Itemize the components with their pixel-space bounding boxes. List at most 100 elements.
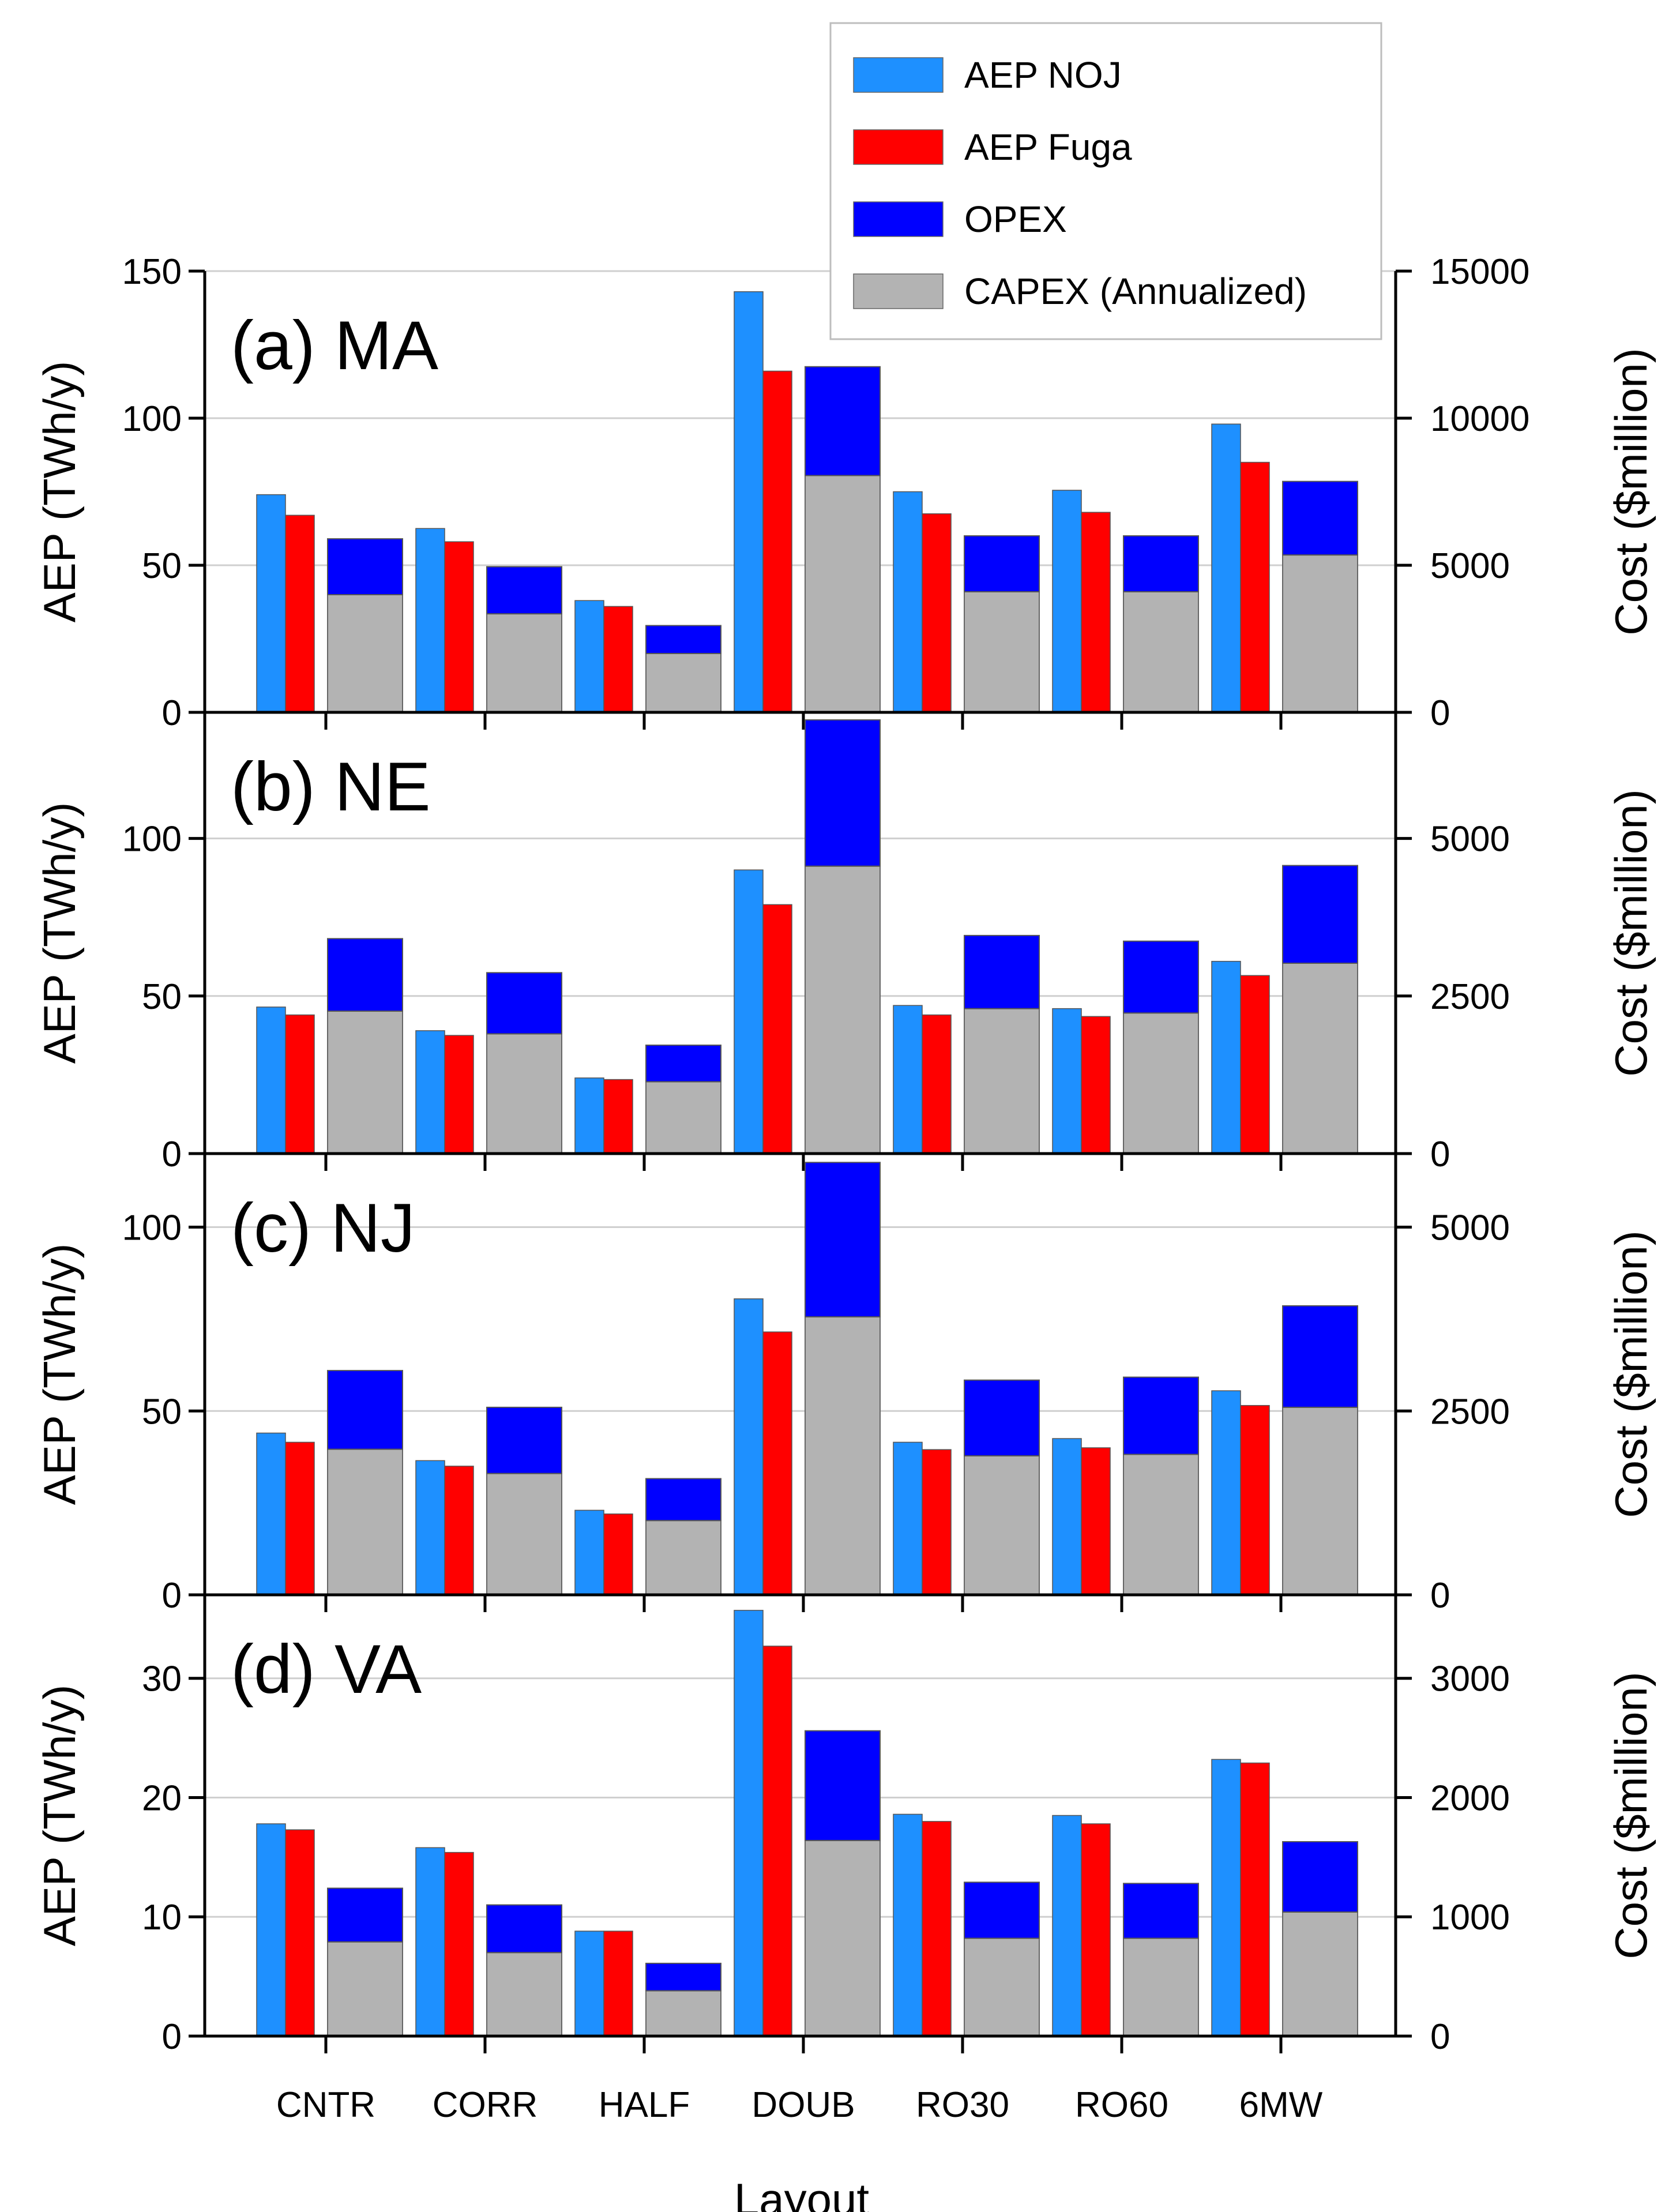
bar-capex — [805, 1839, 881, 2037]
bar-opex — [1123, 535, 1199, 592]
bar-opex — [327, 1370, 403, 1450]
y2-tick-label: 1000 — [1430, 1898, 1510, 1937]
legend-swatch — [853, 273, 944, 309]
bar-aep-noj — [893, 1813, 923, 2037]
bar-aep-noj — [415, 1460, 445, 1595]
y2-tick-label: 5000 — [1430, 546, 1510, 586]
bar-capex — [486, 1473, 562, 1595]
bar-opex — [486, 1406, 562, 1474]
legend-label: CAPEX (Annualized) — [964, 271, 1307, 312]
bar-aep-noj — [893, 1441, 923, 1595]
bar-opex — [486, 1904, 562, 1954]
bar-opex — [486, 972, 562, 1035]
y-tick-label: 0 — [162, 2017, 182, 2057]
bar-capex — [327, 1011, 403, 1154]
panel-label: (a) MA — [231, 307, 438, 384]
bar-capex — [645, 1081, 721, 1155]
y-tick-label: 10 — [142, 1898, 182, 1937]
legend-swatch — [853, 129, 944, 165]
y-axis-title: AEP (TWh/y) — [34, 1685, 85, 1947]
bar-aep-noj — [1052, 1008, 1082, 1154]
legend-label: OPEX — [964, 198, 1067, 240]
bar-aep-fuga — [762, 904, 792, 1154]
bar-opex — [964, 535, 1040, 592]
bar-aep-fuga — [1081, 1823, 1111, 2037]
bar-aep-noj — [256, 494, 286, 713]
y2-tick-label: 0 — [1430, 2017, 1450, 2057]
bar-opex — [327, 938, 403, 1012]
bar-aep-noj — [1211, 1759, 1241, 2037]
legend: AEP NOJ AEP Fuga OPEX CAPEX (Annualized) — [829, 22, 1382, 340]
panel-a: 0 50 100 150 0 5000 10000 15000 (a) MA AEP (TWh/y… — [34, 252, 1656, 733]
bar-aep-noj — [734, 869, 764, 1154]
y-axis-title: AEP (TWh/y) — [34, 802, 85, 1064]
bar-aep-noj — [1052, 1815, 1082, 2037]
legend-swatch — [853, 201, 944, 237]
bar-capex — [1123, 1012, 1199, 1154]
y-tick-label: 50 — [142, 546, 182, 586]
bar-aep-fuga — [603, 1514, 633, 1595]
bar-capex — [964, 591, 1040, 713]
x-tick-label: 6MW — [1239, 2085, 1323, 2125]
y2-axis-title: Cost ($million) — [1606, 789, 1656, 1076]
bar-opex — [327, 1887, 403, 1943]
bar-aep-fuga — [444, 1852, 474, 2037]
legend-label: AEP Fuga — [964, 126, 1132, 168]
bar-capex — [1282, 554, 1358, 713]
bar-opex — [645, 1478, 721, 1522]
y2-tick-label: 0 — [1430, 693, 1450, 733]
legend-label: AEP NOJ — [964, 54, 1122, 96]
y-tick-label: 0 — [162, 693, 182, 733]
bar-capex — [1123, 1454, 1199, 1596]
bar-capex — [964, 1008, 1040, 1154]
bar-aep-fuga — [444, 1035, 474, 1154]
bar-capex — [805, 1316, 881, 1596]
y2-axis-title: Cost ($million) — [1606, 1672, 1656, 1959]
bar-aep-noj — [734, 1298, 764, 1595]
x-tick-label: HALF — [599, 2085, 690, 2125]
bar-aep-fuga — [1240, 1404, 1270, 1595]
bar-aep-noj — [734, 291, 764, 713]
bar-aep-noj — [574, 1931, 604, 2037]
y2-tick-label: 0 — [1430, 1135, 1450, 1174]
bar-capex — [805, 475, 881, 713]
bar-aep-noj — [256, 1007, 286, 1154]
panel-label: (d) VA — [231, 1631, 422, 1708]
bar-aep-noj — [893, 491, 923, 713]
bar-capex — [645, 1990, 721, 2037]
bar-capex — [486, 1033, 562, 1155]
bar-aep-fuga — [922, 1821, 952, 2037]
y2-tick-label: 2500 — [1430, 977, 1510, 1017]
bar-aep-fuga — [285, 1441, 315, 1595]
bar-capex — [1123, 591, 1199, 713]
bar-aep-fuga — [285, 514, 315, 713]
bar-aep-fuga — [1081, 1447, 1111, 1595]
bar-aep-noj — [256, 1432, 286, 1595]
bar-aep-fuga — [1240, 1762, 1270, 2037]
y2-tick-label: 3000 — [1430, 1659, 1510, 1699]
bar-opex — [645, 625, 721, 655]
panel-d: 0 10 20 30 0 1000 2000 3000 (d) VA AEP (TWh/y) Cos… — [34, 1595, 1656, 2057]
panel-label: (b) NE — [231, 748, 431, 825]
panel-label: (c) NJ — [231, 1189, 415, 1267]
bar-capex — [327, 1941, 403, 2037]
legend-swatch — [853, 57, 944, 93]
bar-opex — [327, 538, 403, 595]
y2-tick-label: 0 — [1430, 1576, 1450, 1616]
bar-aep-fuga — [1081, 1016, 1111, 1154]
bar-capex — [1282, 962, 1358, 1154]
bar-aep-noj — [1211, 960, 1241, 1154]
bar-aep-fuga — [762, 370, 792, 713]
y-tick-label: 20 — [142, 1778, 182, 1818]
bar-aep-noj — [734, 1610, 764, 2037]
bar-aep-fuga — [603, 606, 633, 713]
bar-aep-fuga — [1081, 512, 1111, 713]
bar-capex — [645, 653, 721, 713]
bar-opex — [645, 1045, 721, 1083]
y-tick-label: 30 — [142, 1659, 182, 1699]
panel-c: 0 50 100 0 2500 5000 (c) NJ AEP (TWh/y) Cost ($m… — [34, 1154, 1656, 1616]
x-tick-label: CNTR — [276, 2085, 375, 2125]
bar-aep-fuga — [922, 1449, 952, 1595]
x-axis-title: Layout — [734, 2174, 870, 2212]
